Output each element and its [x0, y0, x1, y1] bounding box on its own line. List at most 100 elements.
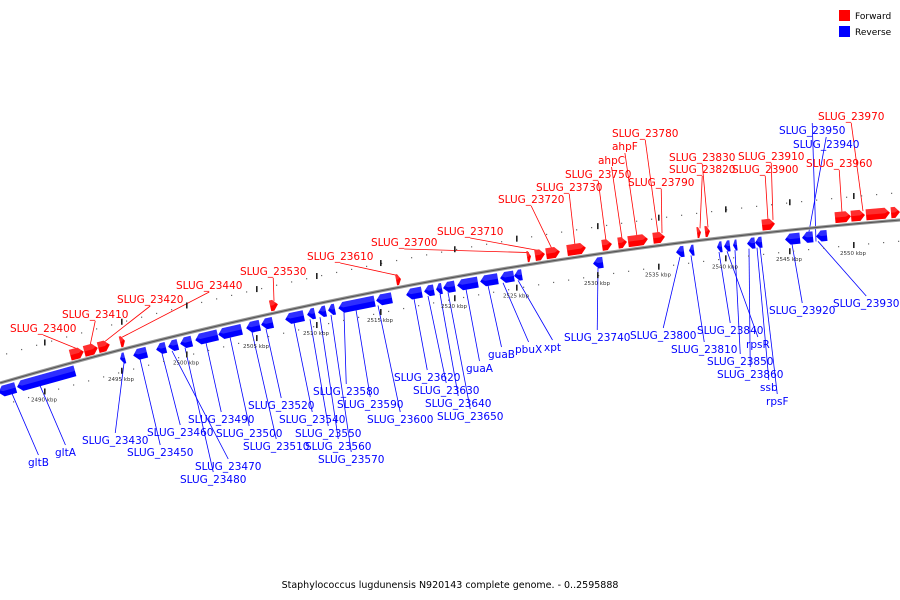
reverse-gene-label[interactable]: xpt — [544, 342, 561, 354]
reverse-gene-label[interactable]: SLUG_23570 — [318, 454, 384, 466]
reverse-gene-label[interactable]: SLUG_23600 — [367, 414, 433, 426]
forward-gene-arrow[interactable] — [68, 346, 85, 361]
reverse-gene-arrow[interactable] — [746, 237, 756, 249]
reverse-gene-arrow[interactable] — [732, 239, 738, 251]
reverse-gene-arrow[interactable] — [688, 244, 695, 257]
forward-gene-arrow[interactable] — [834, 211, 852, 224]
reverse-gene-arrow[interactable] — [423, 284, 435, 297]
reverse-gene-label[interactable]: SLUG_23500 — [216, 428, 282, 440]
forward-gene-label[interactable]: SLUG_23780 — [612, 128, 678, 140]
forward-gene-label[interactable]: SLUG_23750 — [565, 169, 631, 181]
forward-gene-label[interactable]: SLUG_23960 — [806, 158, 872, 170]
forward-gene-arrow[interactable] — [704, 226, 710, 238]
reverse-gene-arrow[interactable] — [456, 276, 479, 291]
reverse-gene-label[interactable]: SLUG_23560 — [305, 441, 371, 453]
forward-gene-arrow[interactable] — [118, 335, 127, 348]
reverse-gene-arrow[interactable] — [499, 270, 515, 284]
reverse-gene-arrow[interactable] — [716, 241, 723, 253]
reverse-gene-label[interactable]: guaA — [466, 363, 494, 375]
reverse-gene-label[interactable]: gltB — [28, 457, 49, 469]
forward-gene-label[interactable]: SLUG_23410 — [62, 309, 128, 321]
forward-gene-arrow[interactable] — [696, 227, 701, 239]
reverse-gene-arrow[interactable] — [260, 316, 275, 330]
reverse-gene-arrow[interactable] — [375, 292, 393, 306]
reverse-gene-label[interactable]: SLUG_23430 — [82, 435, 148, 447]
reverse-gene-label[interactable]: SLUG_23580 — [313, 386, 379, 398]
forward-gene-label[interactable]: SLUG_23610 — [307, 251, 373, 263]
forward-gene-arrow[interactable] — [890, 206, 900, 219]
reverse-gene-label[interactable]: SLUG_23540 — [279, 414, 345, 426]
reverse-gene-arrow[interactable] — [0, 382, 18, 398]
reverse-gene-arrow[interactable] — [815, 229, 828, 242]
forward-gene-arrow[interactable] — [566, 242, 586, 257]
reverse-gene-arrow[interactable] — [337, 295, 376, 314]
reverse-gene-label[interactable]: SLUG_23930 — [833, 298, 899, 310]
reverse-gene-arrow[interactable] — [119, 352, 127, 364]
forward-gene-arrow[interactable] — [395, 274, 402, 286]
forward-gene-arrow[interactable] — [545, 246, 561, 260]
reverse-gene-arrow[interactable] — [801, 231, 814, 243]
reverse-gene-arrow[interactable] — [405, 286, 423, 301]
reverse-gene-arrow[interactable] — [754, 236, 763, 249]
reverse-gene-arrow[interactable] — [179, 335, 194, 350]
reverse-gene-label[interactable]: guaB — [488, 349, 515, 361]
reverse-gene-label[interactable]: SLUG_23450 — [127, 447, 193, 459]
reverse-gene-arrow[interactable] — [723, 240, 731, 252]
forward-gene-label[interactable]: SLUG_23820 — [669, 164, 735, 176]
reverse-gene-arrow[interactable] — [327, 303, 337, 316]
reverse-gene-label[interactable]: SLUG_23940 — [793, 139, 859, 151]
reverse-gene-label[interactable]: SLUG_23860 — [717, 369, 783, 381]
reverse-gene-label[interactable]: ssb — [760, 382, 778, 394]
reverse-gene-label[interactable]: SLUG_23920 — [769, 305, 835, 317]
reverse-gene-arrow[interactable] — [217, 323, 243, 340]
reverse-gene-arrow[interactable] — [245, 319, 262, 334]
forward-gene-label[interactable]: SLUG_23910 — [738, 151, 804, 163]
reverse-gene-label[interactable]: SLUG_23510 — [243, 441, 309, 453]
reverse-gene-label[interactable]: SLUG_23950 — [779, 125, 845, 137]
reverse-gene-label[interactable]: SLUG_23840 — [697, 325, 763, 337]
reverse-gene-label[interactable]: SLUG_23490 — [188, 414, 254, 426]
forward-gene-arrow[interactable] — [652, 231, 665, 244]
reverse-gene-label[interactable]: SLUG_23630 — [413, 385, 479, 397]
reverse-gene-label[interactable]: rpsR — [746, 339, 770, 351]
forward-gene-label[interactable]: SLUG_23440 — [176, 280, 242, 292]
reverse-gene-label[interactable]: SLUG_23550 — [295, 428, 361, 440]
forward-gene-arrow[interactable] — [534, 249, 546, 262]
forward-gene-label[interactable]: ahpC — [598, 155, 625, 167]
reverse-gene-label[interactable]: SLUG_23520 — [248, 400, 314, 412]
reverse-gene-arrow[interactable] — [592, 256, 604, 269]
reverse-gene-arrow[interactable] — [284, 310, 305, 325]
reverse-gene-label[interactable]: SLUG_23590 — [337, 399, 403, 411]
reverse-gene-label[interactable]: SLUG_23460 — [147, 427, 213, 439]
reverse-gene-arrow[interactable] — [784, 232, 801, 245]
forward-gene-label[interactable]: ahpF — [612, 141, 638, 153]
forward-gene-label[interactable]: SLUG_23730 — [536, 182, 602, 194]
reverse-gene-arrow[interactable] — [16, 365, 77, 393]
forward-gene-label[interactable]: SLUG_23900 — [732, 164, 798, 176]
forward-gene-label[interactable]: SLUG_23720 — [498, 194, 564, 206]
reverse-gene-label[interactable]: rpsF — [766, 396, 789, 408]
reverse-gene-arrow[interactable] — [317, 305, 328, 318]
reverse-gene-label[interactable]: pbuX — [515, 344, 542, 356]
reverse-gene-arrow[interactable] — [675, 245, 685, 258]
forward-gene-arrow[interactable] — [850, 209, 866, 222]
forward-gene-label[interactable]: SLUG_23970 — [818, 111, 884, 123]
reverse-gene-arrow[interactable] — [513, 269, 523, 281]
forward-gene-arrow[interactable] — [526, 251, 532, 263]
forward-gene-label[interactable]: SLUG_23710 — [437, 226, 503, 238]
forward-gene-arrow[interactable] — [761, 218, 775, 231]
forward-gene-arrow[interactable] — [865, 207, 891, 221]
reverse-gene-label[interactable]: gltA — [55, 447, 77, 459]
reverse-gene-arrow[interactable] — [155, 342, 168, 355]
forward-gene-label[interactable]: SLUG_23530 — [240, 266, 306, 278]
forward-gene-arrow[interactable] — [82, 343, 99, 357]
forward-gene-arrow[interactable] — [268, 299, 279, 312]
forward-gene-label[interactable]: SLUG_23420 — [117, 294, 183, 306]
reverse-gene-label[interactable]: SLUG_23800 — [630, 330, 696, 342]
forward-gene-label[interactable]: SLUG_23700 — [371, 237, 437, 249]
reverse-gene-arrow[interactable] — [306, 307, 317, 320]
forward-gene-arrow[interactable] — [627, 234, 648, 248]
reverse-gene-arrow[interactable] — [194, 329, 219, 346]
reverse-gene-arrow[interactable] — [435, 282, 443, 295]
reverse-gene-label[interactable]: SLUG_23470 — [195, 461, 261, 473]
